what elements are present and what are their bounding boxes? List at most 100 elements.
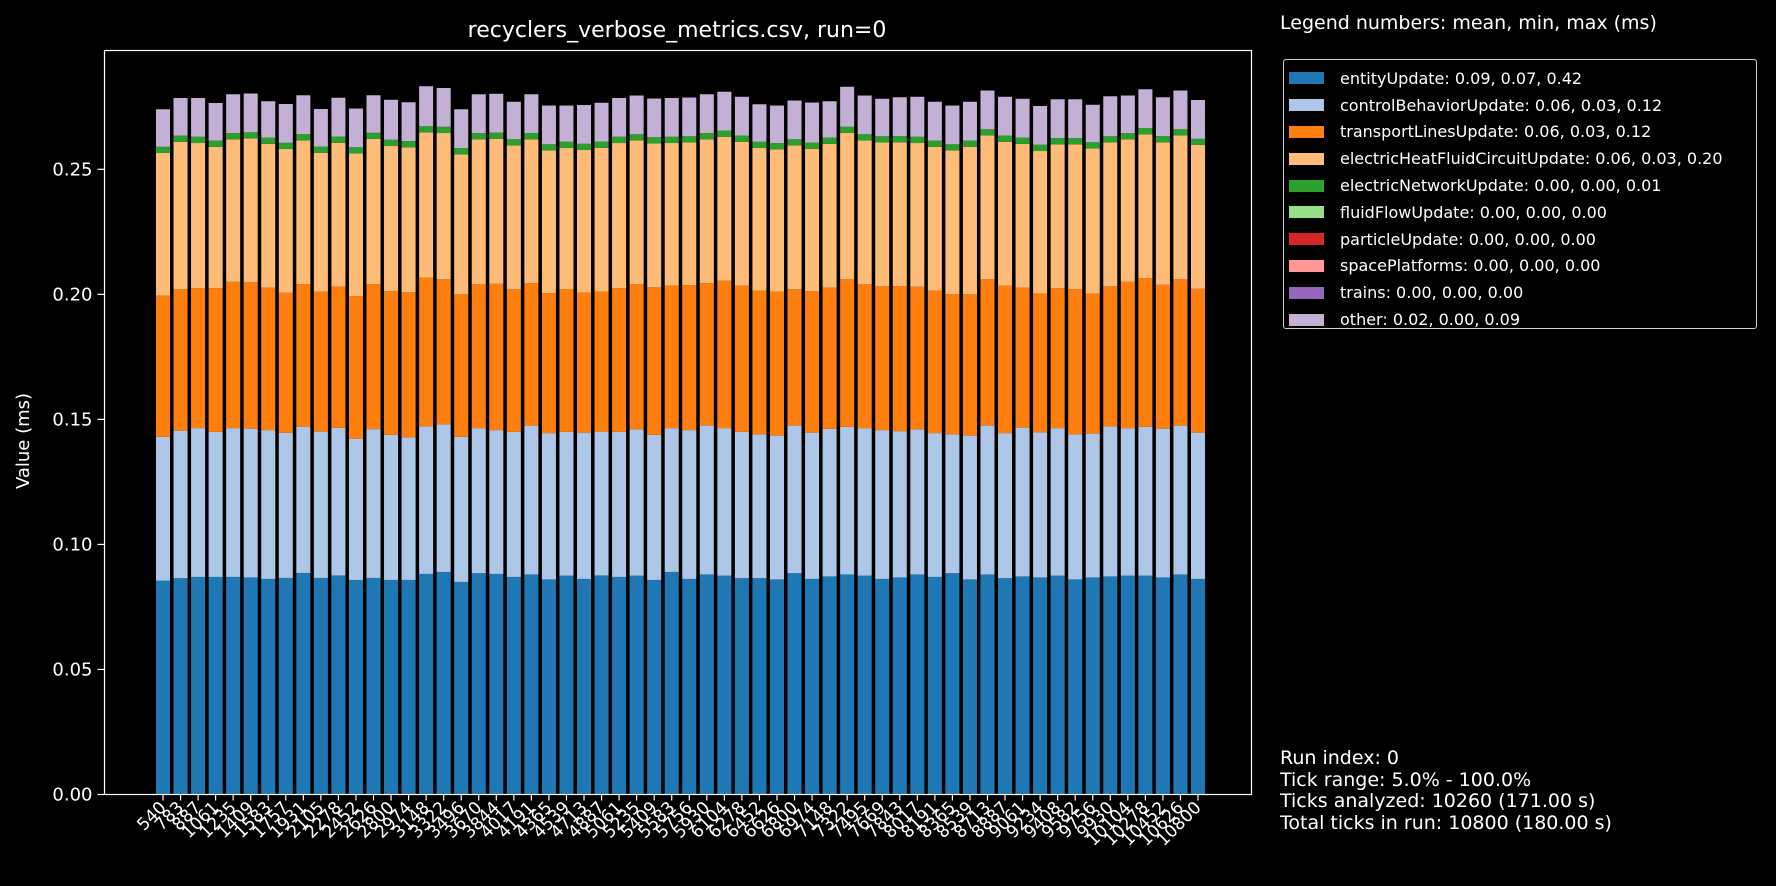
bar-segment-transportLinesUpdate [787,289,802,426]
bar-segment-electricHeatFluidCircuitUpdate [1068,144,1083,290]
bar-segment-transportLinesUpdate [717,280,732,429]
y-axis-ticks: 0.00 0.05 0.10 0.15 0.20 0.25 [52,159,105,806]
run-info: Run index: 0 Tick range: 5.0% - 100.0% T… [1280,747,1612,834]
y-tick-label: 0.25 [52,159,92,180]
bar-segment-other [471,94,486,134]
bar-segment-electricNetworkUpdate [506,139,521,146]
bar-segment-controlBehaviorUpdate [1120,428,1135,576]
bar-segment-entityUpdate [155,580,171,795]
bar-segment-electricHeatFluidCircuitUpdate [927,146,942,291]
bar-segment-transportLinesUpdate [647,287,662,435]
plot-frame [103,49,1253,796]
bar-segment-other [857,95,872,135]
bar-segment-electricHeatFluidCircuitUpdate [945,150,960,295]
bar-segment-controlBehaviorUpdate [577,432,592,579]
bar-segment-transportLinesUpdate [857,284,872,429]
bar-segment-entityUpdate [998,578,1013,795]
bar-segment-electricHeatFluidCircuitUpdate [629,140,644,285]
bar-segment-electricHeatFluidCircuitUpdate [471,139,486,285]
bar-segment-controlBehaviorUpdate [541,433,556,580]
bar-segment-other [752,104,767,142]
bar-segment-controlBehaviorUpdate [717,428,732,576]
bar-segment-other [489,93,504,133]
bar-segment-electricHeatFluidCircuitUpdate [857,140,872,285]
bar-segment-transportLinesUpdate [752,290,767,435]
legend-item-trains: trains: 0.00, 0.00, 0.00 [1289,279,1756,306]
chart-title: recyclers_verbose_metrics.csv, run=0 [468,18,887,43]
bar-segment-electricHeatFluidCircuitUpdate [1190,145,1206,289]
bar-segment-electricNetworkUpdate [787,139,802,146]
bar-segment-entityUpdate [348,579,363,795]
bar-segment-electricHeatFluidCircuitUpdate [226,139,241,282]
ticks-analyzed-text: Ticks analyzed: 10260 (171.00 s) [1280,790,1596,812]
bar-segment-controlBehaviorUpdate [559,431,574,576]
bar-segment-electricNetworkUpdate [366,132,381,140]
bar-segment-electricHeatFluidCircuitUpdate [1085,148,1100,294]
bar-segment-entityUpdate [471,573,486,795]
bar-segment-controlBehaviorUpdate [927,433,942,577]
bar-segment-controlBehaviorUpdate [822,428,837,577]
y-tick-label: 0.10 [52,534,92,555]
bar-segment-other [980,90,995,130]
bar-segment-other [1050,99,1065,139]
bar-segment-controlBehaviorUpdate [331,427,346,576]
bar-segment-electricNetworkUpdate [401,141,416,148]
bar-segment-electricNetworkUpdate [875,136,890,143]
legend-item-controlBehaviorUpdate: controlBehaviorUpdate: 0.06, 0.03, 0.12 [1289,92,1756,119]
bar-segment-other [629,95,644,135]
bar-segment-transportLinesUpdate [1033,293,1048,433]
bar-segment-other [1085,104,1100,143]
bar-segment-controlBehaviorUpdate [980,425,995,575]
bar-segment-transportLinesUpdate [1015,287,1030,428]
bar-segment-controlBehaviorUpdate [647,434,662,580]
bar-segment-controlBehaviorUpdate [945,434,960,574]
bar-segment-electricHeatFluidCircuitUpdate [822,143,837,288]
bar-segment-transportLinesUpdate [155,295,171,437]
bars-layer [155,86,1206,795]
bar-segment-transportLinesUpdate [1068,289,1083,435]
bar-segment-controlBehaviorUpdate [1103,426,1118,577]
bar-segment-entityUpdate [1050,575,1065,795]
bar-segment-other [647,98,662,138]
bar-segment-controlBehaviorUpdate [366,429,381,578]
bar-segment-other [226,94,241,134]
bar-segment-controlBehaviorUpdate [208,431,223,577]
bar-segment-electricHeatFluidCircuitUpdate [1033,151,1048,294]
bar-segment-transportLinesUpdate [805,291,820,433]
bar-segment-electricHeatFluidCircuitUpdate [208,146,223,289]
bar-segment-transportLinesUpdate [769,291,784,436]
bar-segment-other [892,97,907,137]
bar-segment-transportLinesUpdate [278,292,293,433]
bar-segment-other [559,105,574,142]
bar-segment-controlBehaviorUpdate [682,430,697,579]
bar-segment-electricHeatFluidCircuitUpdate [840,133,855,280]
bar-segment-entityUpdate [1103,576,1118,795]
bar-segment-electricNetworkUpdate [173,135,188,142]
legend-item-transportLinesUpdate: transportLinesUpdate: 0.06, 0.03, 0.12 [1289,119,1756,146]
bar-segment-entityUpdate [541,579,556,795]
bar-segment-electricHeatFluidCircuitUpdate [612,143,627,289]
bar-segment-transportLinesUpdate [366,284,381,430]
bar-segment-electricNetworkUpdate [243,132,258,139]
bar-segment-transportLinesUpdate [454,294,469,437]
bar-segment-transportLinesUpdate [471,284,486,429]
legend-item-particleUpdate: particleUpdate: 0.00, 0.00, 0.00 [1289,226,1756,253]
bar-segment-transportLinesUpdate [980,279,995,426]
bar-segment-electricNetworkUpdate [664,136,679,144]
bar-segment-transportLinesUpdate [261,287,276,431]
legend-label: transportLinesUpdate: 0.06, 0.03, 0.12 [1340,122,1652,142]
bar-segment-transportLinesUpdate [962,294,977,436]
bar-segment-entityUpdate [734,578,749,795]
bar-segment-other [840,86,855,127]
bar-segment-transportLinesUpdate [734,285,749,432]
bar-segment-electricHeatFluidCircuitUpdate [962,146,977,295]
bar-segment-other [962,101,977,141]
bar-segment-electricHeatFluidCircuitUpdate [875,142,890,287]
bar-segment-transportLinesUpdate [419,277,434,427]
bar-segment-entityUpdate [401,579,416,795]
bar-segment-transportLinesUpdate [173,289,188,431]
bar-segment-entityUpdate [559,575,574,795]
bar-segment-electricNetworkUpdate [998,135,1013,142]
bar-segment-entityUpdate [331,575,346,795]
